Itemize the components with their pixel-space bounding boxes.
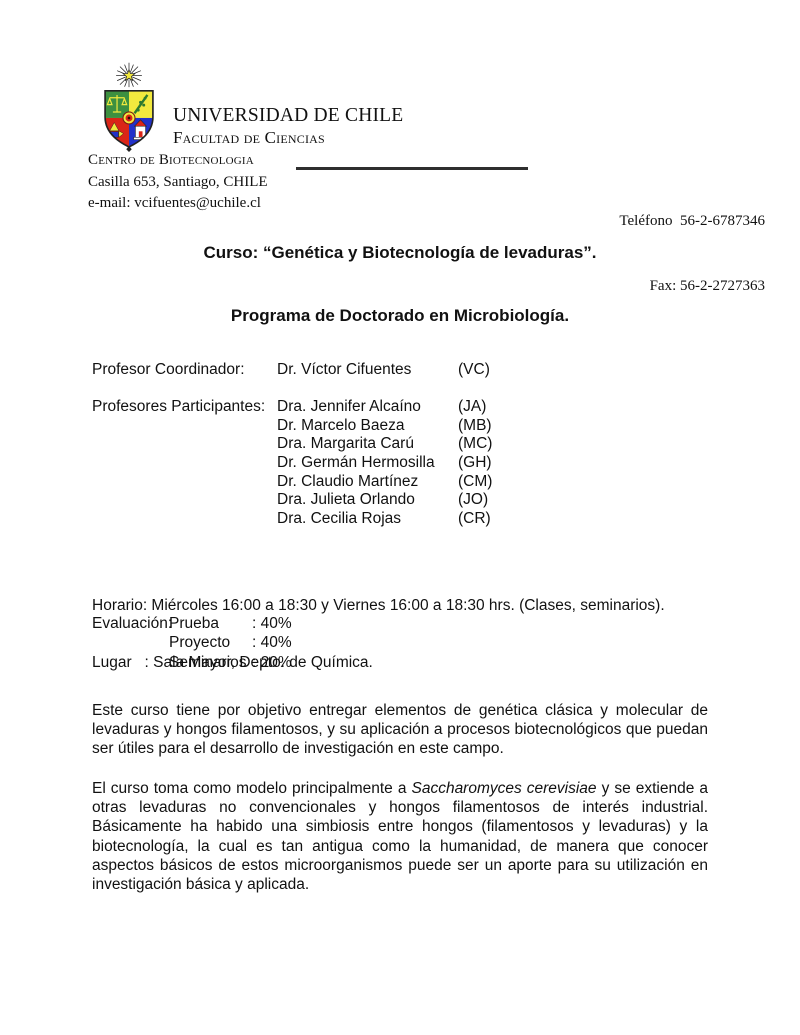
professor-role-label <box>92 435 277 454</box>
phone-number: Teléfono 56-2-6787346 <box>619 213 765 229</box>
evaluation-item-value: : 20% <box>252 653 292 671</box>
table-row: Dr. Marcelo Baeza (MB) <box>92 417 492 436</box>
table-row: Profesores Participantes: Dra. Jennifer … <box>92 398 492 417</box>
species-name-italic: Saccharomyces cerevisiae <box>411 780 597 797</box>
professor-initials: (CM) <box>458 472 493 490</box>
evaluation-block: Evaluación: Prueba : 40% Proyecto : 40% … <box>92 614 292 672</box>
schedule-block: Horario: Miércoles 16:00 a 18:30 y Viern… <box>92 558 665 710</box>
evaluation-item-name: Proyecto <box>169 634 231 652</box>
university-crest-logo <box>93 60 165 152</box>
professor-name: Dra. Julieta Orlando <box>277 491 415 509</box>
professor-initials: (JO) <box>458 491 489 509</box>
letterhead-address: Centro de Biotecnologia Casilla 653, San… <box>88 150 268 215</box>
course-objective-paragraph: Este curso tiene por objetivo entregar e… <box>92 702 708 758</box>
table-row: Dr. Claudio Martínez (CM) <box>92 473 492 492</box>
professor-initials: (MB) <box>458 416 492 434</box>
professor-initials: (GH) <box>458 453 492 471</box>
evaluation-item-value: : 40% <box>252 634 292 652</box>
professor-initials: (MC) <box>458 435 493 453</box>
letterhead-contact: Teléfono 56-2-6787346 Fax: 56-2-2727363 <box>619 168 765 340</box>
course-title: Curso: “Genética y Biotecnología de leva… <box>203 243 597 262</box>
professor-name: Dr. Claudio Martínez <box>277 472 419 490</box>
evaluation-item-value: : 40% <box>252 615 292 632</box>
faculty-name: Facultad de Ciencias <box>173 128 325 147</box>
university-name: UNIVERSIDAD DE CHILE <box>173 105 404 126</box>
schedule-horario: Horario: Miércoles 16:00 a 18:30 y Viern… <box>92 597 665 614</box>
professor-name: Dra. Cecilia Rojas <box>277 509 402 527</box>
email-address: e-mail: vcifuentes@uchile.cl <box>88 195 261 211</box>
professor-role-label <box>92 473 277 492</box>
course-description-paragraph: El curso toma como modelo principalmente… <box>92 779 708 894</box>
professor-role-label <box>92 491 277 510</box>
professor-role-label <box>92 510 277 529</box>
professor-initials: (CR) <box>458 509 491 527</box>
university-crest-icon <box>104 62 154 152</box>
evaluation-label <box>92 653 169 672</box>
professor-role-label <box>92 417 277 436</box>
paragraph-text: y se extiende a otras levaduras no conve… <box>92 780 709 894</box>
letterhead-rule <box>296 167 528 170</box>
professor-name: Dra. Margarita Carú <box>277 435 414 453</box>
table-row: Dr. Germán Hermosilla (GH) <box>92 454 492 473</box>
evaluation-label: Evaluación: <box>92 615 173 632</box>
professors-table: Profesor Coordinador: Dr. Víctor Cifuent… <box>92 361 492 528</box>
program-title: Programa de Doctorado en Microbiología. <box>230 306 570 325</box>
professor-initials: (VC) <box>458 361 490 378</box>
professor-role-label <box>92 454 277 473</box>
professor-role-label: Profesores Participantes: <box>92 398 266 416</box>
table-row: Profesor Coordinador: Dr. Víctor Cifuent… <box>92 361 492 380</box>
postal-address: Casilla 653, Santiago, CHILE <box>88 173 268 190</box>
letterhead-institution: UNIVERSIDAD DE CHILE Facultad de Ciencia… <box>173 104 403 148</box>
schedule-lugar: Lugar : Sala Mayor, Depto. de Química. <box>92 654 373 671</box>
list-item: Evaluación: Prueba : 40% <box>92 614 292 633</box>
paragraph-text: El curso toma como modelo principalmente… <box>92 780 412 797</box>
table-row: Dra. Julieta Orlando (JO) <box>92 491 492 510</box>
evaluation-label <box>92 633 169 652</box>
center-name: Centro de Biotecnologia <box>88 152 254 168</box>
professor-name: Dr. Germán Hermosilla <box>277 453 435 471</box>
professor-initials: (JA) <box>458 398 487 416</box>
table-row: Dra. Cecilia Rojas (CR) <box>92 510 492 529</box>
list-item: Proyecto : 40% <box>92 633 292 652</box>
list-item: Seminarios : 20% <box>92 653 292 672</box>
professor-role-label: Profesor Coordinador: <box>92 361 245 378</box>
evaluation-item-name: Seminarios <box>169 653 247 671</box>
evaluation-item-name: Prueba <box>169 615 219 632</box>
professor-name: Dr. Marcelo Baeza <box>277 416 405 434</box>
professor-name: Dr. Víctor Cifuentes <box>277 361 412 378</box>
professor-name: Dra. Jennifer Alcaíno <box>277 398 421 416</box>
table-row: Dra. Margarita Carú (MC) <box>92 435 492 454</box>
fax-number: Fax: 56-2-2727363 <box>649 277 765 294</box>
